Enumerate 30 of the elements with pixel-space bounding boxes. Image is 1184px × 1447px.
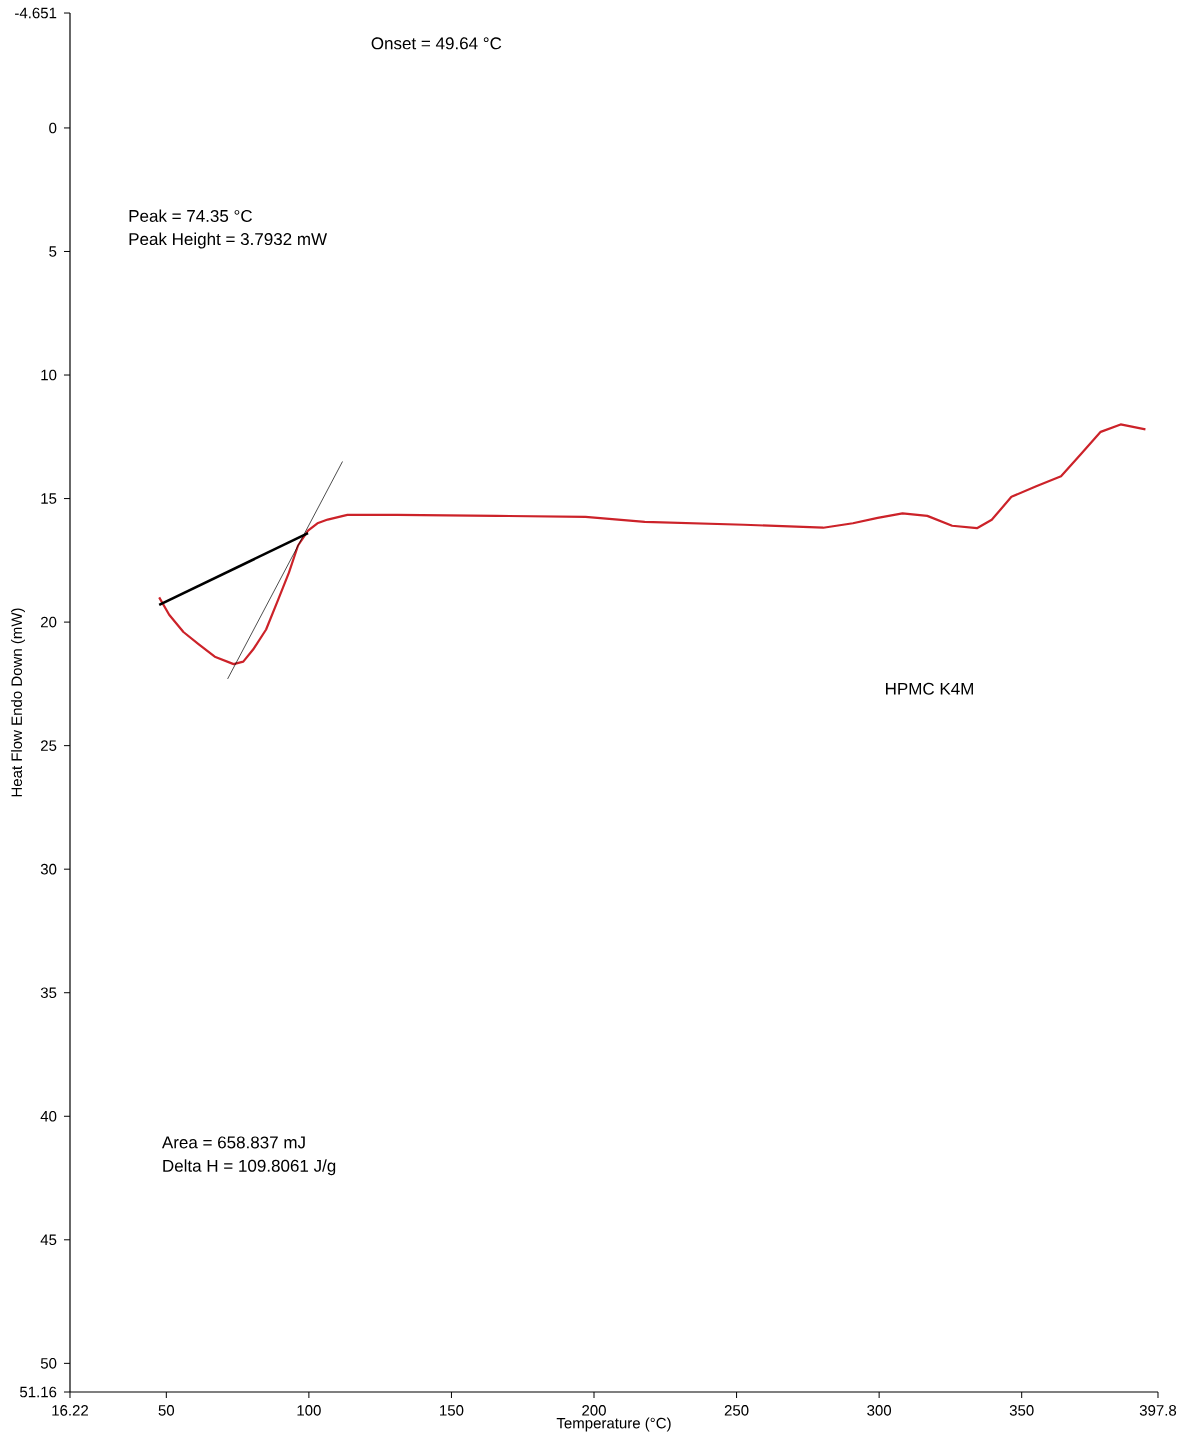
y-tick-label: 30 — [40, 863, 57, 875]
y-tick-label: 0 — [49, 122, 57, 134]
y-tick-label: 5 — [49, 246, 57, 257]
x-tick-label: 50 — [158, 1405, 175, 1416]
x-tick-label: 200 — [582, 1405, 606, 1416]
y-tick-label: 10 — [41, 369, 57, 381]
y-axis-title: Heat Flow Endo Down (mW) — [11, 608, 25, 797]
annotation: Onset = 49.64 °C — [371, 37, 502, 50]
y-tick-label: 40 — [40, 1110, 57, 1122]
annotation: HPMC K4M — [886, 682, 973, 695]
x-tick-label: 250 — [724, 1405, 749, 1416]
y-tick-label: -4.651 — [15, 7, 57, 19]
x-tick-label: 350 — [1009, 1405, 1034, 1416]
annotation: Delta H = 109.8061 J/g — [163, 1159, 336, 1176]
x-tick-label: 300 — [867, 1405, 892, 1416]
y-tick-label: 35 — [40, 987, 57, 999]
y-tick-label: 20 — [41, 616, 57, 628]
annotation: Area = 658.837 mJ — [161, 1136, 305, 1149]
y-tick-label: 15 — [41, 493, 57, 504]
y-tick-label: 51.16 — [19, 1386, 57, 1398]
x-axis-title: Temperature (°C) — [556, 1417, 671, 1432]
y-tick-label: 25 — [41, 740, 57, 751]
x-tick-label: 150 — [440, 1405, 464, 1416]
y-tick-label: 45 — [40, 1234, 57, 1246]
x-tick-label: 16.22 — [52, 1405, 89, 1416]
y-tick-label: 50 — [40, 1358, 57, 1369]
annotation: Peak = 74.35 °C — [129, 209, 252, 222]
x-tick-label: 397.8 — [1139, 1405, 1177, 1416]
annotation: Peak Height = 3.7932 mW — [129, 232, 328, 249]
x-tick-label: 100 — [297, 1405, 321, 1416]
